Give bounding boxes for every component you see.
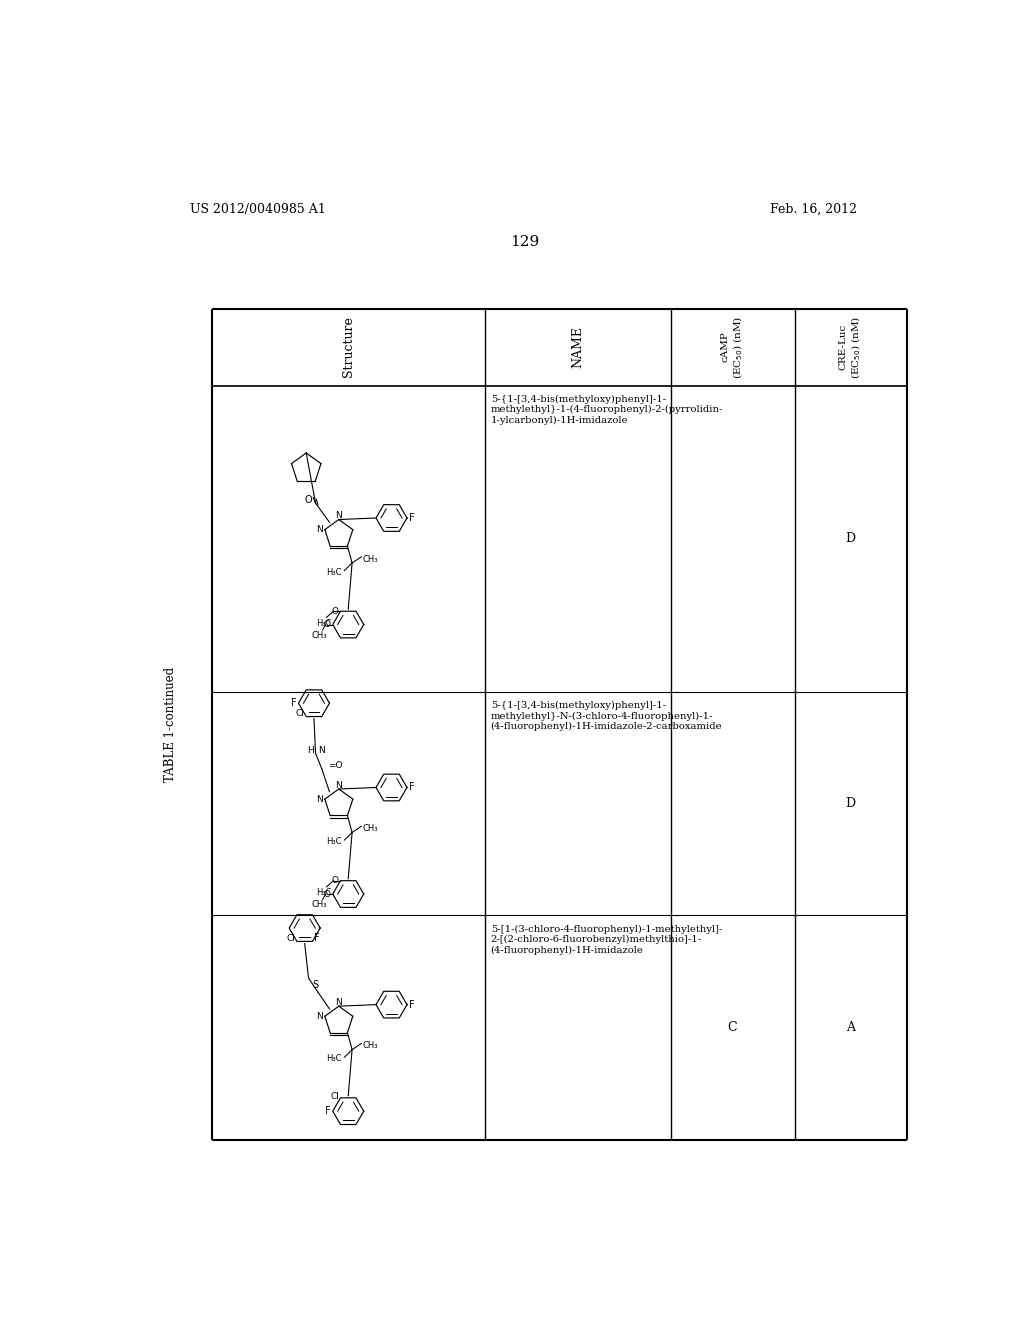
Text: CH₃: CH₃ [311,900,327,909]
Text: C: C [728,1022,737,1035]
Text: cAMP
(EC$_{50}$) (nM): cAMP (EC$_{50}$) (nM) [720,315,744,379]
Text: 5-{1-[3,4-bis(methyloxy)phenyl]-1-
methylethyl}-N-(3-chloro-4-fluorophenyl)-1-
(: 5-{1-[3,4-bis(methyloxy)phenyl]-1- methy… [490,701,722,731]
Text: O: O [331,607,338,615]
Text: D: D [846,797,856,810]
Text: N: N [316,795,324,804]
Text: N: N [318,746,326,755]
Text: CH₃: CH₃ [362,554,379,564]
Text: F: F [314,933,319,942]
Text: 129: 129 [510,235,540,249]
Text: =O: =O [328,762,342,770]
Text: N: N [316,1011,324,1020]
Text: Structure: Structure [342,317,354,378]
Text: N: N [336,511,342,520]
Text: Cl: Cl [287,935,295,942]
Text: H: H [307,746,314,755]
Text: F: F [410,513,415,523]
Text: S: S [312,979,318,990]
Text: Cl: Cl [295,709,304,718]
Text: F: F [291,698,296,709]
Text: H₃C: H₃C [315,619,331,628]
Text: N: N [336,998,342,1007]
Text: Feb. 16, 2012: Feb. 16, 2012 [769,203,856,216]
Text: N: N [316,525,324,535]
Text: O: O [324,890,331,899]
Text: O: O [324,620,331,630]
Text: F: F [410,999,415,1010]
Text: N: N [336,781,342,789]
Text: H₃C: H₃C [326,837,341,846]
Text: H₃C: H₃C [315,888,331,898]
Text: O: O [331,876,338,886]
Text: 5-[1-(3-chloro-4-fluorophenyl)-1-methylethyl]-
2-[(2-chloro-6-fluorobenzyl)methy: 5-[1-(3-chloro-4-fluorophenyl)-1-methyle… [490,924,722,954]
Text: O: O [304,495,311,506]
Text: NAME: NAME [571,326,584,368]
Text: 5-{1-[3,4-bis(methyloxy)phenyl]-1-
methylethyl}-1-(4-fluorophenyl)-2-(pyrrolidin: 5-{1-[3,4-bis(methyloxy)phenyl]-1- methy… [490,395,723,425]
Text: F: F [410,783,415,792]
Text: H₃C: H₃C [326,568,341,577]
Text: TABLE 1-continued: TABLE 1-continued [164,667,177,781]
Text: A: A [846,1022,855,1035]
Text: CH₃: CH₃ [362,1041,379,1051]
Text: H₃C: H₃C [326,1055,341,1064]
Text: US 2012/0040985 A1: US 2012/0040985 A1 [190,203,326,216]
Text: CH₃: CH₃ [311,631,327,640]
Text: CRE-Luc
(EC$_{50}$) (nM): CRE-Luc (EC$_{50}$) (nM) [839,315,863,379]
Text: Cl: Cl [330,1092,339,1101]
Text: D: D [846,532,856,545]
Text: CH₃: CH₃ [362,824,379,833]
Text: F: F [325,1106,331,1117]
